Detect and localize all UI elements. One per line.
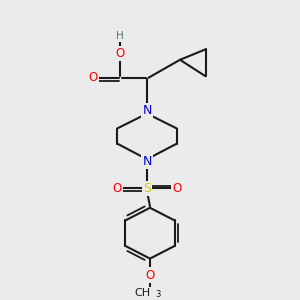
Text: O: O — [146, 268, 154, 281]
Text: O: O — [112, 182, 122, 195]
Text: S: S — [143, 182, 151, 195]
Text: O: O — [116, 47, 124, 60]
Text: O: O — [88, 71, 98, 84]
Text: O: O — [172, 182, 182, 195]
Text: H: H — [116, 31, 124, 41]
Text: N: N — [142, 104, 152, 117]
Text: 3: 3 — [155, 290, 160, 299]
Text: N: N — [142, 155, 152, 168]
Text: O: O — [116, 47, 124, 60]
Text: H: H — [116, 31, 124, 41]
Text: CH: CH — [134, 288, 151, 298]
Text: O: O — [88, 71, 98, 84]
